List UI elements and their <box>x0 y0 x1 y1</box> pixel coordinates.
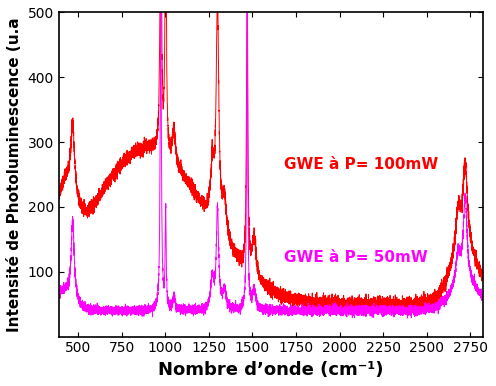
X-axis label: Nombre d’onde (cm⁻¹): Nombre d’onde (cm⁻¹) <box>158 361 383 379</box>
Text: GWE à P= 100mW: GWE à P= 100mW <box>284 157 438 173</box>
Y-axis label: Intensité de Photoluminescence (u.a: Intensité de Photoluminescence (u.a <box>7 17 22 332</box>
Text: GWE à P= 50mW: GWE à P= 50mW <box>284 250 428 265</box>
